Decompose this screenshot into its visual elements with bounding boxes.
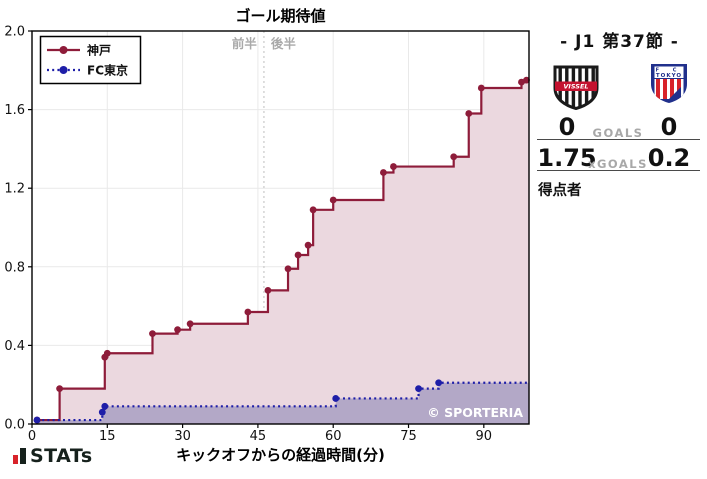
xgoals-divider (537, 170, 700, 171)
first-half-label: 前半 (232, 36, 258, 51)
halftime-divider: 前半 後半 (232, 31, 297, 424)
match-round-title: - J1 第37節 - (560, 32, 679, 52)
vissel-kobe-badge-icon: VISSEL (553, 65, 599, 111)
axis-ticks: 0 15 30 45 60 75 90 0.0 0.4 0.8 1.2 1.6 2.0 (4, 25, 492, 445)
svg-text:60: 60 (325, 429, 342, 444)
fc-tokyo-badge-body: F C TOKYO (654, 66, 684, 99)
svg-text:0.0: 0.0 (4, 418, 25, 433)
svg-text:90: 90 (476, 429, 493, 444)
svg-text:1.2: 1.2 (4, 182, 25, 197)
svg-text:0: 0 (28, 429, 36, 444)
goals-label: GOALS (592, 126, 644, 140)
area-0 (37, 80, 529, 424)
legend-label-0: 神戸 (87, 43, 111, 58)
plot-frame (31, 30, 530, 425)
series-line-神戸 (33, 76, 530, 424)
series-area-FC東京 (37, 382, 529, 424)
goals-row: 0 GOALS 0 (537, 114, 700, 140)
x-axis-title: キックオフからの経過時間(分) (176, 446, 385, 464)
fc-tokyo-badge-top-label: F C (656, 68, 683, 74)
chart-title: ゴール期待値 (235, 7, 325, 25)
svg-text:0.8: 0.8 (4, 260, 25, 275)
home-goals: 0 (558, 113, 576, 141)
svg-text:45: 45 (250, 429, 267, 444)
match-summary-panel: - J1 第37節 - VISSEL (537, 0, 707, 479)
series-area-神戸 (37, 80, 529, 424)
area-1 (37, 382, 529, 424)
svg-text:0.4: 0.4 (4, 339, 25, 354)
xg-step-chart: 前半 後半 © SPORTERIA 0 15 30 45 60 75 90 0.0 0.4 0.8 1.2… (4, 7, 530, 464)
fc-tokyo-badge-bottom-label: TOKYO (656, 73, 682, 79)
second-half-label: 後半 (271, 36, 297, 51)
sporteria-watermark: © SPORTERIA (427, 405, 523, 420)
stats-logo-bars-icon (13, 448, 26, 465)
xgoals-label: xGOALS (588, 157, 648, 171)
kobe-badge-label: VISSEL (563, 83, 588, 91)
stats-logo: STATs (13, 445, 93, 467)
away-goals: 0 (660, 113, 678, 141)
kobe-badge-stripes: VISSEL (555, 67, 597, 109)
goals-divider (537, 139, 700, 140)
legend-label-1: FC東京 (87, 63, 128, 78)
svg-text:30: 30 (174, 429, 191, 444)
scorers-label: 得点者 (538, 183, 582, 199)
svg-text:15: 15 (99, 429, 116, 444)
fc-tokyo-badge-icon: F C TOKYO (651, 64, 687, 103)
chart-legend: 神戸 FC東京 (39, 35, 142, 85)
stats-logo-text: STATs (30, 445, 93, 467)
svg-text:2.0: 2.0 (4, 25, 25, 40)
home-xgoals: 1.75 (537, 144, 597, 172)
svg-text:75: 75 (400, 429, 417, 444)
svg-text:1.6: 1.6 (4, 103, 25, 118)
xgoals-row: 1.75 xGOALS 0.2 (537, 145, 700, 171)
away-xgoals: 0.2 (647, 144, 691, 172)
series-line-FC東京 (33, 379, 529, 424)
